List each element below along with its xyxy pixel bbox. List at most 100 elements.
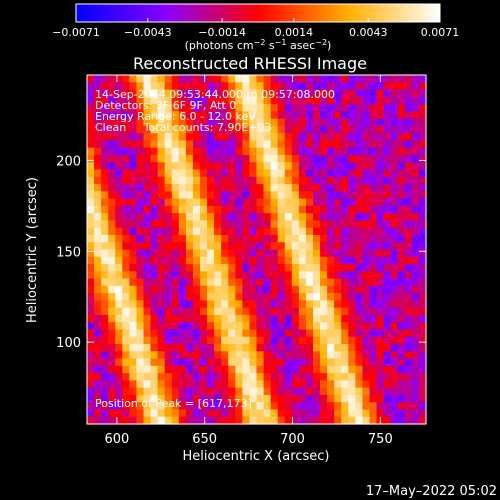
heatmap-cell — [143, 256, 152, 265]
heatmap-cell — [404, 249, 413, 258]
heatmap-cell — [404, 416, 413, 425]
heatmap-cell — [157, 147, 166, 156]
heatmap-cell — [87, 351, 95, 360]
heatmap-cell — [376, 394, 385, 403]
heatmap-cell — [369, 293, 378, 301]
heatmap-cell — [164, 380, 173, 389]
heatmap-cell — [221, 198, 229, 207]
heatmap-cell — [136, 176, 145, 185]
heatmap-cell — [270, 234, 279, 243]
heatmap-cell — [136, 264, 145, 272]
heatmap-cell — [87, 176, 95, 185]
heatmap-cell — [164, 416, 173, 425]
heatmap-cell — [284, 118, 293, 127]
heatmap-cell — [164, 169, 173, 178]
heatmap-cell — [270, 154, 279, 163]
heatmap-cell — [108, 278, 116, 287]
heatmap-cell — [249, 322, 258, 331]
heatmap-cell — [411, 271, 420, 280]
heatmap-cell — [341, 154, 349, 163]
heatmap-cell — [334, 278, 342, 287]
heatmap-cell — [157, 111, 166, 120]
heatmap-cell — [192, 133, 201, 142]
heatmap-cell — [376, 242, 385, 251]
heatmap-cell — [242, 191, 251, 200]
heatmap-cell — [284, 380, 293, 389]
heatmap-cell — [115, 198, 123, 207]
heatmap-cell — [207, 387, 215, 396]
heatmap-cell — [101, 300, 109, 309]
heatmap-cell — [411, 213, 420, 222]
heatmap-cell — [411, 154, 420, 163]
heatmap-cell — [418, 409, 427, 418]
heatmap-cell — [348, 416, 356, 425]
heatmap-cell — [383, 358, 392, 367]
heatmap-cell — [383, 249, 392, 258]
heatmap-cell — [178, 191, 187, 200]
heatmap-cell — [249, 278, 258, 287]
heatmap-cell — [129, 104, 138, 112]
heatmap-cell — [263, 409, 272, 418]
heatmap-cell — [362, 365, 371, 374]
heatmap-cell — [122, 220, 130, 229]
heatmap-cell — [122, 344, 130, 352]
heatmap-cell — [348, 125, 356, 134]
heatmap-cell — [221, 271, 229, 280]
heatmap-cell — [256, 307, 265, 316]
heatmap-cell — [164, 409, 173, 418]
heatmap-cell — [178, 184, 187, 192]
heatmap-cell — [284, 249, 293, 258]
heatmap-cell — [150, 176, 159, 185]
heatmap-cell — [108, 336, 116, 345]
heatmap-cell — [185, 198, 194, 207]
heatmap-cell — [369, 184, 378, 192]
heatmap-cell — [200, 300, 208, 309]
heatmap-cell — [242, 169, 251, 178]
heatmap-cell — [157, 373, 166, 381]
heatmap-cell — [362, 416, 371, 425]
heatmap-cell — [270, 329, 279, 338]
heatmap-cell — [327, 329, 335, 338]
heatmap-cell — [87, 358, 95, 367]
heatmap-cell — [284, 220, 293, 229]
heatmap-cell — [334, 402, 342, 411]
heatmap-cell — [150, 118, 159, 127]
heatmap-cell — [94, 191, 102, 200]
heatmap-cell — [249, 96, 258, 105]
heatmap-cell — [390, 96, 399, 105]
heatmap-cell — [94, 213, 102, 222]
heatmap-cell — [341, 133, 349, 142]
heatmap-cell — [362, 169, 371, 178]
heatmap-cell — [270, 358, 279, 367]
heatmap-cell — [277, 416, 286, 425]
heatmap-cell — [122, 89, 130, 98]
heatmap-cell — [341, 358, 349, 367]
heatmap-cell — [192, 205, 201, 214]
heatmap-cell — [87, 344, 95, 352]
heatmap-cell — [87, 169, 95, 178]
heatmap-cell — [192, 147, 201, 156]
heatmap-cell — [101, 96, 109, 105]
heatmap-cell — [94, 147, 102, 156]
heatmap-cell — [214, 111, 222, 120]
heatmap-cell — [122, 227, 130, 236]
heatmap-cell — [341, 365, 349, 374]
heatmap-cell — [249, 111, 258, 120]
heatmap-cell — [228, 322, 236, 331]
heatmap-cell — [228, 402, 236, 411]
heatmap-cell — [369, 314, 378, 323]
heatmap-cell — [192, 351, 201, 360]
heatmap-cell — [263, 416, 272, 425]
heatmap-cell — [185, 256, 194, 265]
heatmap-cell — [136, 242, 145, 251]
heatmap-cell — [108, 118, 116, 127]
heatmap-cell — [277, 322, 286, 331]
heatmap-cell — [228, 264, 236, 272]
heatmap-cell — [369, 300, 378, 309]
heatmap-cell — [101, 184, 109, 192]
heatmap-cell — [192, 314, 201, 323]
heatmap-cell — [284, 365, 293, 374]
heatmap-cell — [94, 300, 102, 309]
heatmap-cell — [397, 154, 406, 163]
heatmap-cell — [101, 387, 109, 396]
